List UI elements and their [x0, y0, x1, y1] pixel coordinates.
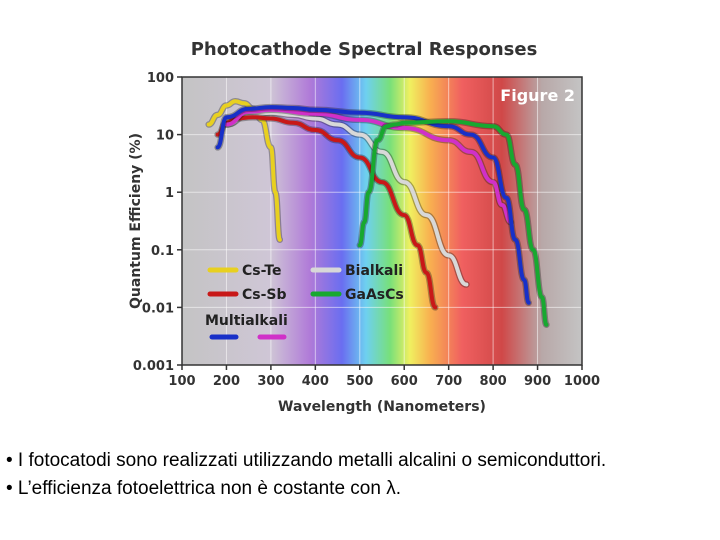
y-tick-label: 10	[156, 129, 174, 144]
legend-label-bialkali: Bialkali	[345, 263, 403, 279]
bullet-list: • I fotocatodi sono realizzati utilizzan…	[6, 447, 716, 503]
x-tick-label: 200	[213, 374, 240, 389]
series-line-multialkali-4	[215, 105, 531, 305]
series-line-multialkali-5	[224, 107, 513, 225]
x-tick-label: 400	[302, 374, 329, 389]
series-line-gaascs-3	[357, 119, 549, 327]
x-tick-label: 900	[524, 374, 551, 389]
x-axis-label: Wavelength (Nanometers)	[278, 399, 486, 415]
x-tick-labels: 100 200 300 400 500 600 700 800 900 1000	[168, 374, 600, 389]
spectral-response-figure: Photocathode Spectral Responses Figure 2…	[120, 30, 610, 420]
y-axis-label: Quantum Efficieny (%)	[128, 133, 144, 309]
legend-label-cs-te: Cs-Te	[242, 263, 282, 279]
x-tick-label: 800	[480, 374, 507, 389]
figure-badge: Figure 2	[500, 86, 575, 105]
y-tick-label: 1	[165, 186, 174, 201]
y-tick-label: 0.1	[151, 244, 174, 259]
series-line-bialkali-2	[224, 110, 469, 287]
y-tick-label: 0.001	[133, 359, 174, 374]
y-tick-labels: 100 10 1 0.1 0.01 0.001	[133, 71, 174, 374]
y-tick-label: 100	[147, 71, 174, 86]
legend-label-multialkali: Multialkali	[205, 313, 288, 329]
x-tick-label: 300	[257, 374, 284, 389]
x-tick-label: 100	[168, 374, 195, 389]
plot-frame	[181, 76, 583, 366]
x-tick-label: 600	[391, 374, 418, 389]
chart-title: Photocathode Spectral Responses	[191, 39, 538, 60]
bullet-item: • L’efficienza fotoelettrica non è costa…	[6, 478, 401, 499]
x-tick-label: 1000	[564, 374, 600, 389]
spectral-response-chart: Photocathode Spectral Responses Figure 2…	[128, 39, 600, 415]
series-line-cs-te-0	[206, 99, 282, 242]
x-tick-label: 700	[435, 374, 462, 389]
legend-label-gaascs: GaAsCs	[345, 287, 404, 303]
y-tick-label: 0.01	[142, 301, 174, 316]
legend: Cs-Te Bialkali Cs-Sb GaAsCs Multialkali	[205, 263, 404, 340]
x-tick-label: 500	[346, 374, 373, 389]
legend-label-cs-sb: Cs-Sb	[242, 287, 287, 303]
series-lines	[205, 97, 550, 328]
bullet-item: • I fotocatodi sono realizzati utilizzan…	[6, 450, 607, 471]
